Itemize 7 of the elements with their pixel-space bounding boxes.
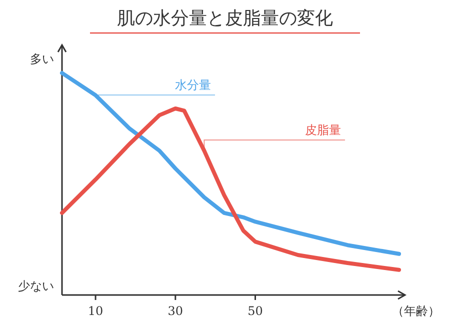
x-axis-title: （年齢） — [392, 304, 440, 318]
text: 少ない — [18, 279, 54, 293]
chart-title: 肌の水分量と皮脂量の変化 — [117, 8, 333, 29]
text: 多い — [30, 52, 54, 66]
x-tick-label: 30 — [168, 304, 184, 318]
x-tick-label: 50 — [248, 304, 263, 318]
x-tick-label: 10 — [88, 304, 104, 318]
